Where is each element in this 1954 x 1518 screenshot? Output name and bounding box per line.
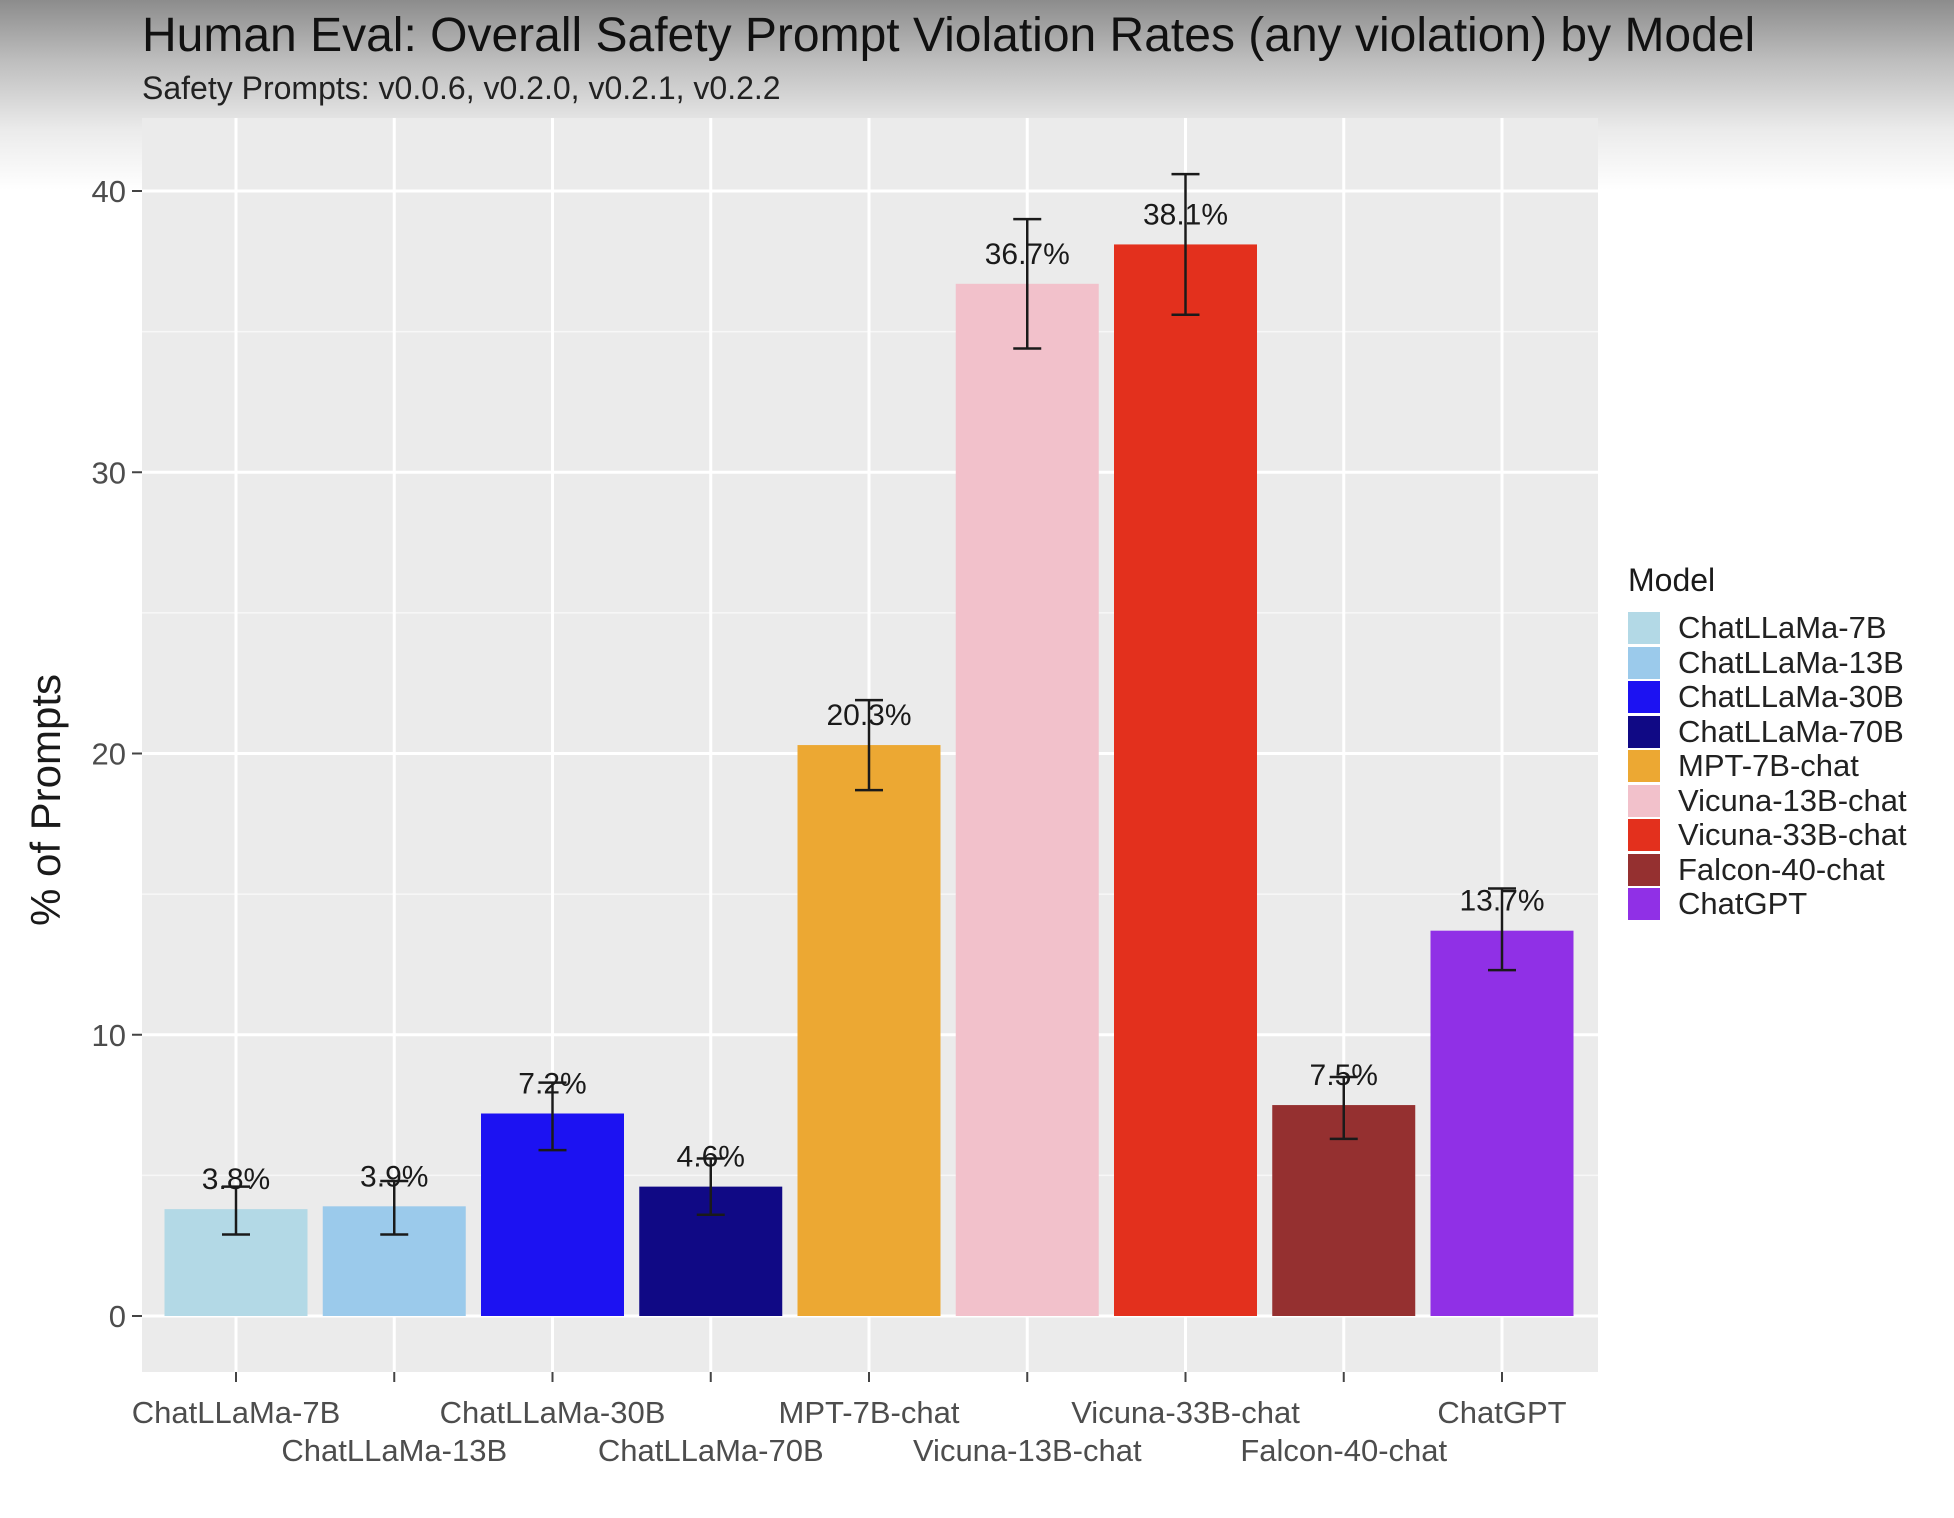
data-label: 7.2% xyxy=(518,1068,586,1101)
error-bar xyxy=(222,1185,250,1236)
error-bar xyxy=(696,1157,725,1216)
legend-swatch xyxy=(1628,750,1660,783)
legend-title: Model xyxy=(1628,562,1716,598)
x-tick-label: Falcon-40-chat xyxy=(1240,1433,1447,1468)
y-tick-label: 40 xyxy=(92,174,126,209)
data-label: 20.3% xyxy=(826,699,911,732)
legend-swatch xyxy=(1628,853,1660,886)
legend-swatch xyxy=(1628,681,1660,714)
bar xyxy=(1430,930,1574,1316)
y-tick-label: 0 xyxy=(109,1299,126,1334)
bar xyxy=(1114,244,1257,1316)
legend-item: ChatGPT xyxy=(1628,886,1907,922)
data-label: 3.8% xyxy=(202,1163,270,1196)
x-tick-label: MPT-7B-chat xyxy=(779,1395,960,1430)
error-bar xyxy=(380,1179,409,1236)
chart-title: Human Eval: Overall Safety Prompt Violat… xyxy=(142,9,1756,62)
data-label: 38.1% xyxy=(1143,198,1228,231)
legend-swatch xyxy=(1628,888,1660,921)
legend-item: ChatLLaMa-13B xyxy=(1628,644,1907,681)
legend-swatch xyxy=(1628,819,1660,852)
legend-label: Vicuna-33B-chat xyxy=(1678,817,1907,853)
legend-swatch xyxy=(1628,612,1660,645)
x-tick-label: Vicuna-13B-chat xyxy=(913,1433,1142,1468)
legend-label: ChatLLaMa-70B xyxy=(1678,713,1904,749)
error-bar xyxy=(855,698,883,792)
data-label: 7.5% xyxy=(1310,1059,1378,1092)
data-label: 36.7% xyxy=(985,238,1070,271)
error-bar xyxy=(1488,887,1516,972)
bar xyxy=(797,745,941,1316)
x-tick-label: ChatLLaMa-70B xyxy=(598,1433,824,1468)
chart-subtitle: Safety Prompts: v0.0.6, v0.2.0, v0.2.1, … xyxy=(142,70,781,106)
bar xyxy=(955,283,1099,1316)
legend-label: MPT-7B-chat xyxy=(1678,748,1859,784)
legend-item: Vicuna-13B-chat xyxy=(1628,782,1907,819)
error-bars xyxy=(222,172,1516,1236)
x-tick-label: ChatLLaMa-13B xyxy=(281,1433,507,1468)
error-bar xyxy=(1329,1075,1358,1141)
error-bar xyxy=(1171,172,1200,316)
y-tick-label: 20 xyxy=(92,737,126,772)
x-tick-label: ChatLLaMa-7B xyxy=(132,1395,341,1430)
bar xyxy=(1272,1105,1416,1316)
legend-label: Vicuna-13B-chat xyxy=(1678,782,1907,818)
y-tick-label: 30 xyxy=(92,455,126,490)
y-tick-label: 10 xyxy=(92,1018,126,1053)
legend-swatch xyxy=(1628,715,1660,748)
legend-label: ChatLLaMa-13B xyxy=(1678,644,1904,680)
x-tick-label: Vicuna-33B-chat xyxy=(1071,1395,1300,1430)
x-tick-label: ChatGPT xyxy=(1437,1395,1566,1430)
legend-label: ChatGPT xyxy=(1678,886,1808,922)
y-axis: 0 10 20 30 40 xyxy=(92,174,142,1334)
error-bar xyxy=(1013,217,1042,350)
legend-item: ChatLLaMa-30B xyxy=(1628,679,1907,715)
data-label: 3.9% xyxy=(360,1160,428,1193)
legend: Model ChatLLaMa-7B ChatLLaMa-13B ChatLLaMa… xyxy=(1628,562,1907,922)
legend-item: Vicuna-33B-chat xyxy=(1628,817,1907,853)
legend-items: ChatLLaMa-7B ChatLLaMa-13B ChatLLaMa-30B Ch… xyxy=(1628,610,1907,922)
data-labels: 3.8% 3.9% 7.2% 4.6% 20.3% 36.7% 38.1% 7.5% 13.7% xyxy=(202,198,1545,1196)
legend-label: ChatLLaMa-7B xyxy=(1678,610,1887,646)
legend-swatch xyxy=(1628,646,1660,679)
legend-item: MPT-7B-chat xyxy=(1628,748,1907,784)
x-tick-label: ChatLLaMa-30B xyxy=(440,1395,666,1430)
legend-item: ChatLLaMa-70B xyxy=(1628,713,1907,750)
legend-label: ChatLLaMa-30B xyxy=(1678,679,1904,715)
legend-item: Falcon-40-chat xyxy=(1628,851,1907,888)
legend-swatch xyxy=(1628,784,1660,817)
x-axis: ChatLLaMa-7BChatLLaMa-13BChatLLaMa-30BCh… xyxy=(132,1372,1567,1468)
legend-item: ChatLLaMa-7B xyxy=(1628,610,1907,646)
data-label: 13.7% xyxy=(1459,885,1544,918)
error-bar xyxy=(538,1081,567,1152)
data-label: 4.6% xyxy=(677,1141,745,1174)
bars xyxy=(164,244,1574,1316)
legend-label: Falcon-40-chat xyxy=(1678,851,1885,887)
